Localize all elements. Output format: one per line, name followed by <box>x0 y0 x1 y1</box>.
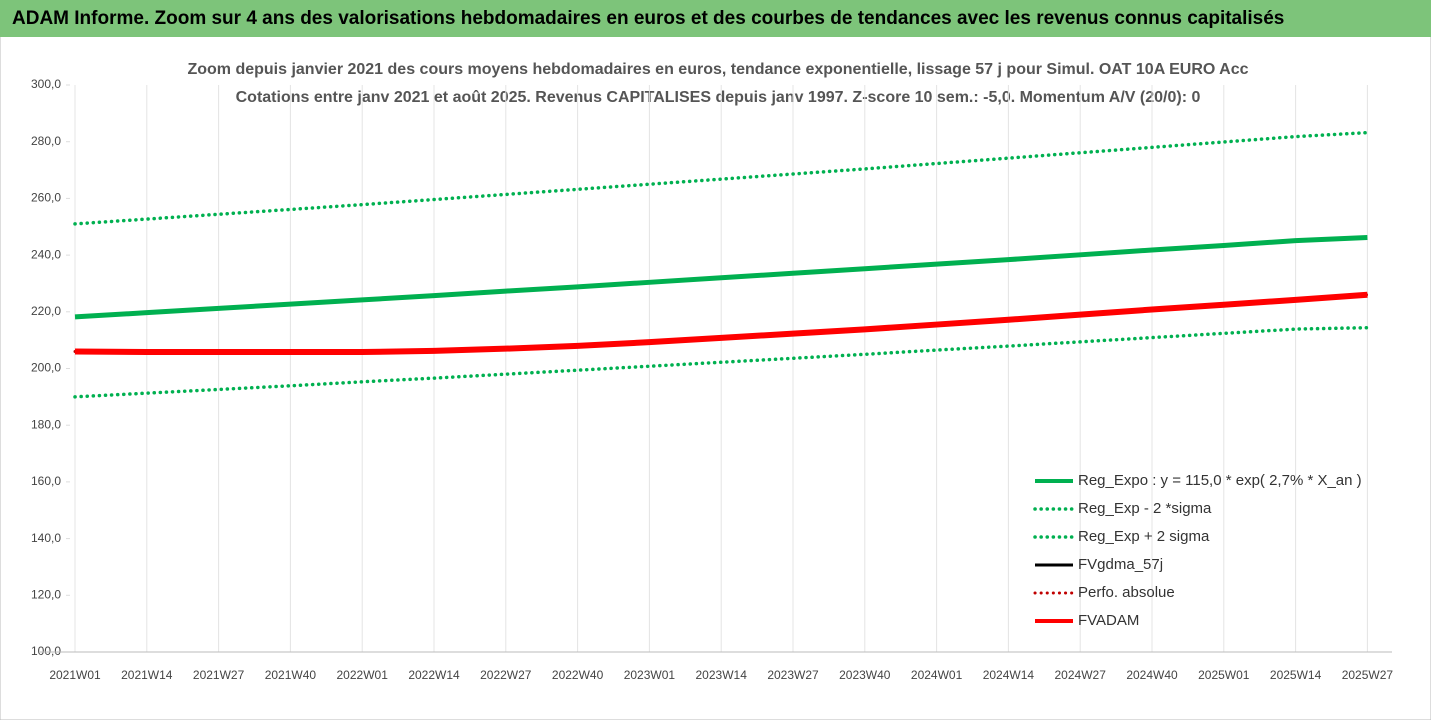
x-tick-label: 2021W40 <box>265 668 317 682</box>
y-tick-label: 300,0 <box>31 77 61 91</box>
legend-label: Reg_Exp - 2 *sigma <box>1078 500 1212 517</box>
x-tick-label: 2021W27 <box>193 668 245 682</box>
legend-label: Reg_Exp + 2 sigma <box>1078 528 1210 545</box>
x-tick-label: 2022W27 <box>480 668 532 682</box>
line-series <box>74 291 1368 356</box>
y-tick-label: 200,0 <box>31 361 61 375</box>
x-tick-label: 2021W14 <box>121 668 173 682</box>
chart-subtitle: Cotations entre janv 2021 et août 2025. … <box>236 89 1201 106</box>
x-tick-label: 2023W01 <box>624 668 676 682</box>
x-tick-label: 2022W14 <box>408 668 460 682</box>
line-series <box>73 325 1370 399</box>
y-tick-label: 220,0 <box>31 304 61 318</box>
legend-label: FVADAM <box>1078 612 1139 629</box>
x-tick-label: 2024W27 <box>1055 668 1107 682</box>
legend-label: FVgdma_57j <box>1078 556 1163 573</box>
y-tick-label: 100,0 <box>31 644 61 658</box>
title-bar <box>0 0 1431 37</box>
y-tick-label: 140,0 <box>31 531 61 545</box>
y-tick-label: 280,0 <box>31 134 61 148</box>
y-tick-label: 240,0 <box>31 247 61 261</box>
legend-label: Reg_Expo : y = 115,0 * exp( 2,7% * X_an … <box>1078 472 1362 489</box>
x-tick-label: 2024W40 <box>1126 668 1178 682</box>
x-tick-label: 2021W01 <box>49 668 101 682</box>
line-series <box>73 130 1370 226</box>
x-tick-label: 2023W40 <box>839 668 891 682</box>
x-tick-label: 2024W14 <box>983 668 1035 682</box>
chart-subtitle: Zoom depuis janvier 2021 des cours moyen… <box>187 61 1248 78</box>
x-tick-label: 2024W01 <box>911 668 963 682</box>
y-tick-label: 160,0 <box>31 474 61 488</box>
x-tick-label: 2025W27 <box>1342 668 1394 682</box>
y-tick-label: 180,0 <box>31 417 61 431</box>
x-tick-label: 2025W14 <box>1270 668 1322 682</box>
x-tick-label: 2022W40 <box>552 668 604 682</box>
y-tick-label: 120,0 <box>31 587 61 601</box>
x-tick-label: 2023W14 <box>696 668 748 682</box>
chart-title: ADAM Informe. Zoom sur 4 ans des valoris… <box>12 8 1284 29</box>
line-series <box>74 235 1368 320</box>
y-tick-label: 260,0 <box>31 191 61 205</box>
legend-label: Perfo. absolue <box>1078 584 1175 601</box>
x-tick-label: 2025W01 <box>1198 668 1250 682</box>
x-tick-label: 2022W01 <box>337 668 389 682</box>
x-tick-label: 2023W27 <box>767 668 819 682</box>
